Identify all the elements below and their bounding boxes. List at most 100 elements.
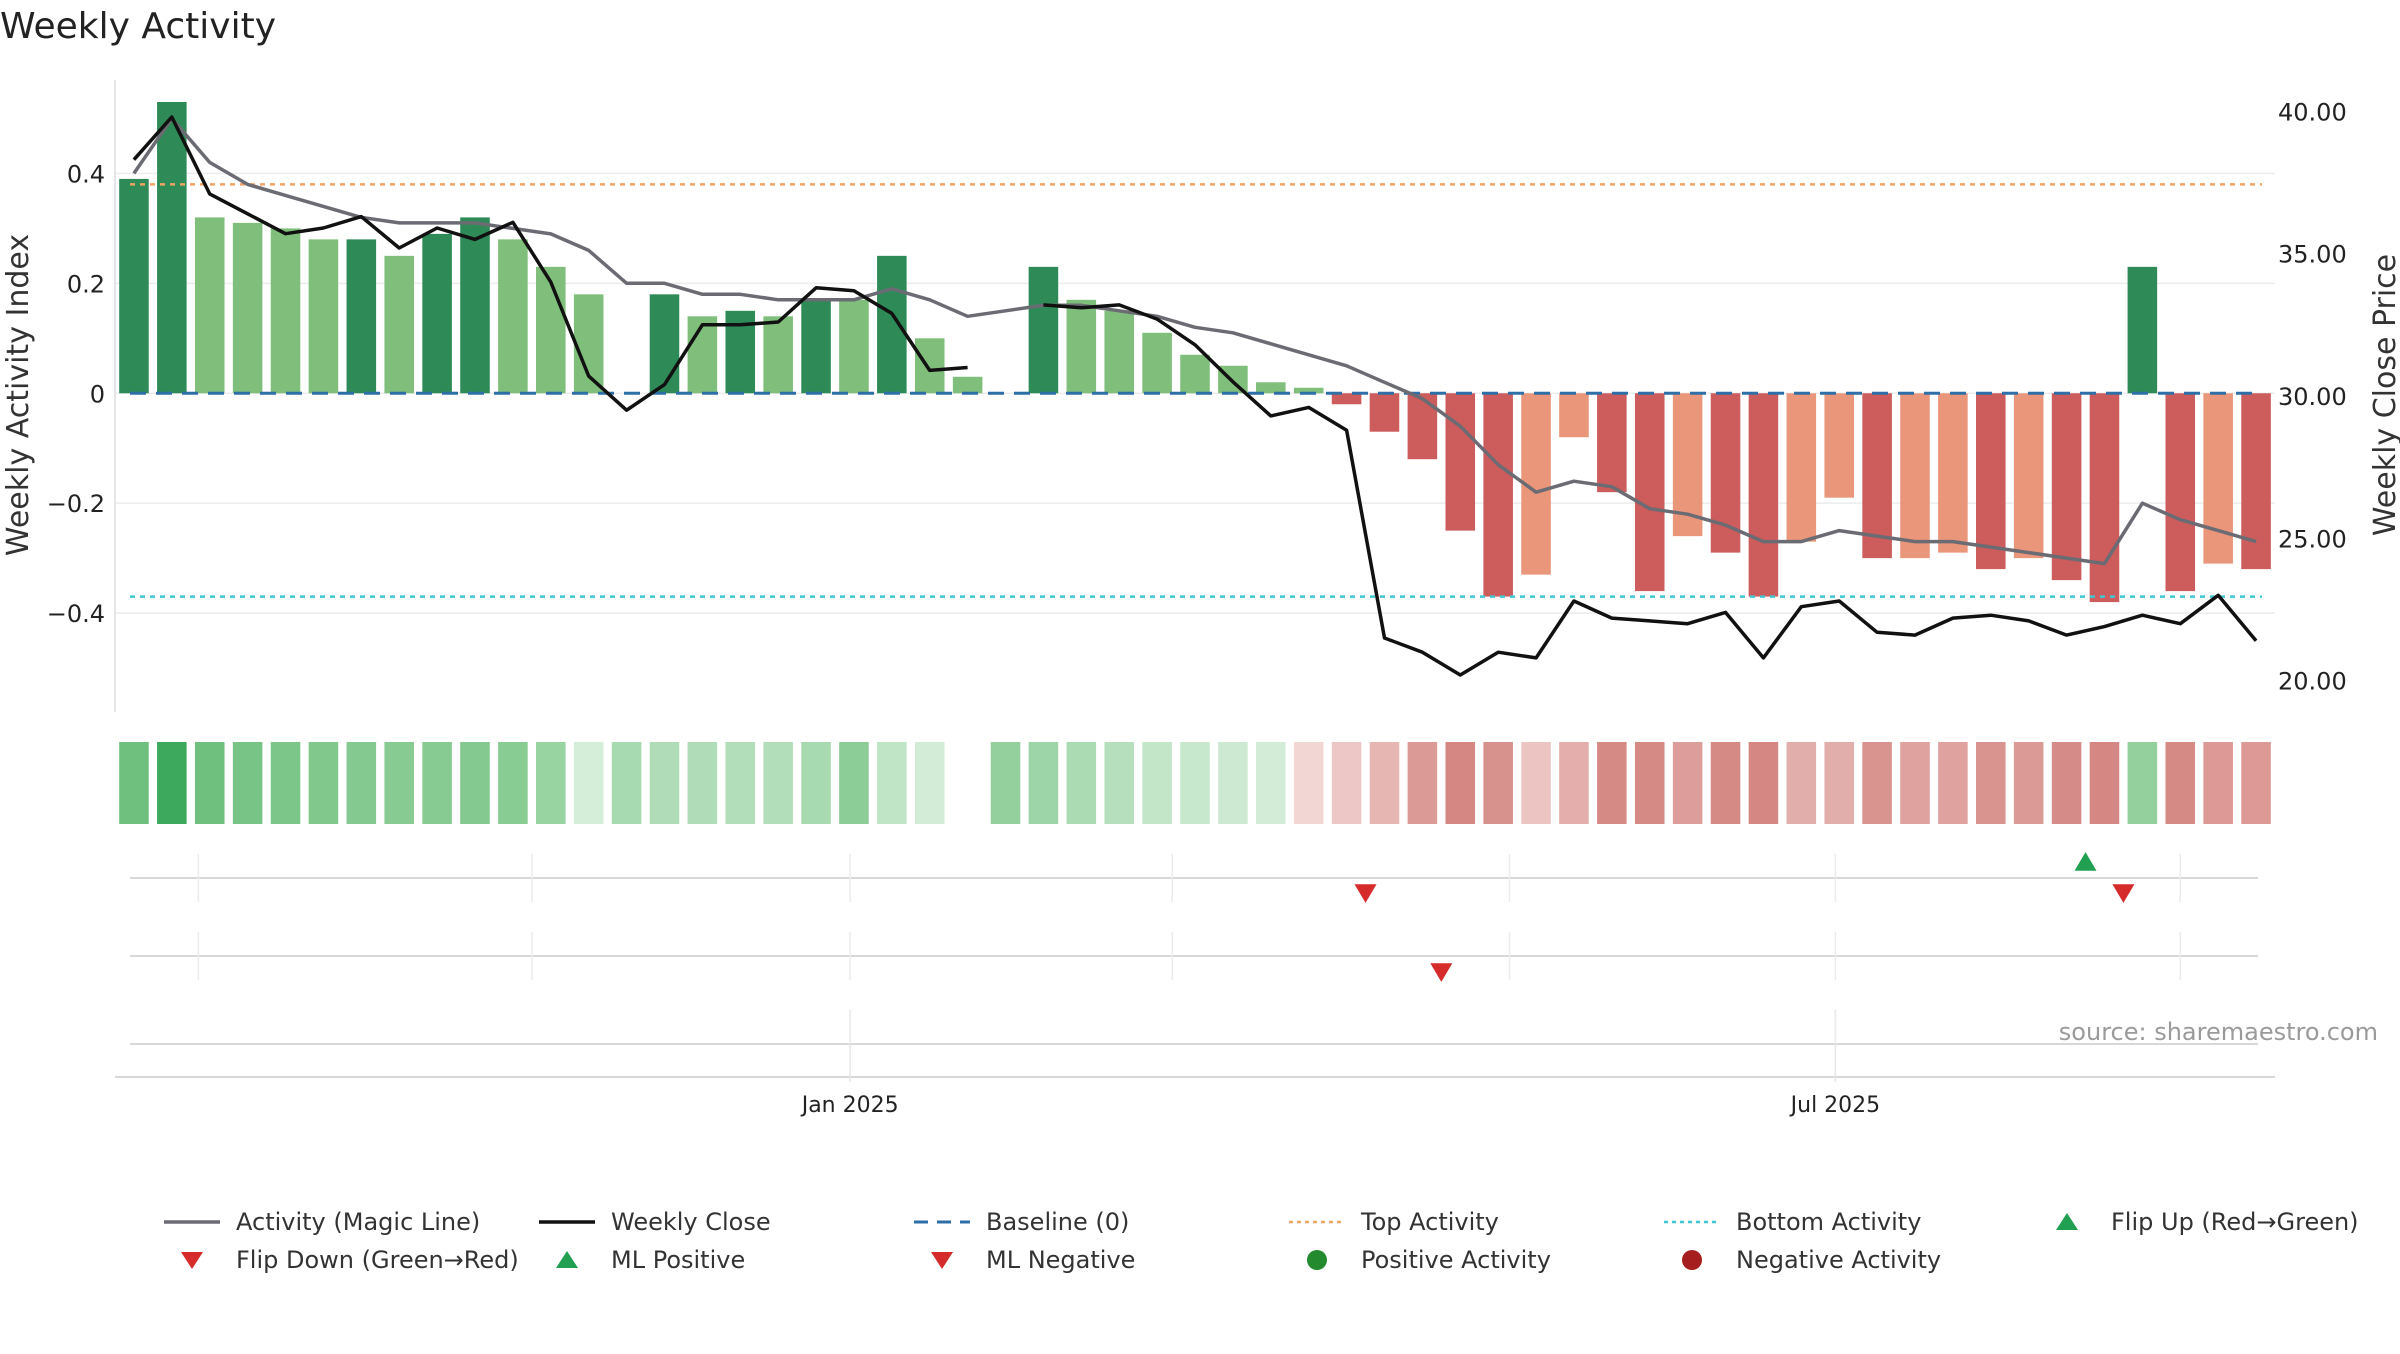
y2-tick-label: 40.00 xyxy=(2278,98,2347,126)
activity-bar-negative xyxy=(1483,393,1513,597)
activity-bar-negative xyxy=(1634,393,1665,592)
legend-label: Top Activity xyxy=(1361,1208,1499,1236)
legend-item: Flip Up (Red→Green) xyxy=(2035,1205,2359,1239)
legend-swatch xyxy=(914,1220,970,1224)
activity-bar-positive xyxy=(232,222,263,394)
chart-title: Weekly Activity xyxy=(0,6,276,47)
activity-bar-positive xyxy=(422,233,452,394)
legend-item: Bottom Activity xyxy=(1660,1205,1921,1239)
legend-label: Positive Activity xyxy=(1361,1246,1551,1274)
activity-bar-positive xyxy=(1142,332,1172,394)
activity-bar-negative xyxy=(2165,393,2196,592)
legend-swatch xyxy=(1307,1250,1327,1270)
heat-strip-cell xyxy=(1597,742,1627,824)
activity-bar-negative xyxy=(2203,393,2233,564)
legend-item: Positive Activity xyxy=(1285,1243,1551,1277)
ml-negative-marker xyxy=(1430,963,1453,982)
heat-strip-cell xyxy=(1445,742,1476,824)
heat-strip-cell xyxy=(839,742,869,824)
heat-strip-cell xyxy=(1066,742,1097,824)
heat-strip-cell xyxy=(2089,742,2120,824)
legend-item: ML Positive xyxy=(535,1243,745,1277)
legend-label: ML Positive xyxy=(611,1246,746,1274)
heat-strip-cell xyxy=(763,742,793,824)
heat-strip-cell xyxy=(2203,742,2233,824)
heat-strip-cell xyxy=(1672,742,1703,824)
legend-label: Weekly Close xyxy=(611,1208,771,1236)
activity-bar-negative xyxy=(1559,393,1589,438)
y2-tick-label: 30.00 xyxy=(2278,383,2347,411)
heat-strip-cell xyxy=(422,742,452,824)
heat-strip-cell xyxy=(1180,742,1210,824)
legend-swatch-triangle-up xyxy=(556,1251,578,1268)
legend-swatch-triangle-down xyxy=(181,1252,203,1269)
heat-strip-cell xyxy=(2013,742,2044,824)
activity-bar-positive xyxy=(763,316,793,394)
y-axis-label: Weekly Activity Index xyxy=(1,234,36,556)
heat-strip-cell xyxy=(1862,742,1892,824)
heat-strip-cell xyxy=(1900,742,1930,824)
activity-bar-positive xyxy=(536,266,566,394)
flip-up-marker xyxy=(2074,852,2097,871)
y-tick-label: 0.4 xyxy=(67,160,105,188)
activity-bar-positive xyxy=(1104,310,1134,394)
heat-strip-cell xyxy=(1104,742,1134,824)
magic-line xyxy=(132,116,2257,566)
legend-swatch xyxy=(2056,1213,2078,1230)
y-tick-label: −0.4 xyxy=(47,600,105,628)
legend-label: Flip Up (Red→Green) xyxy=(2111,1208,2359,1236)
legend-swatch-circle xyxy=(1682,1250,1702,1270)
legend-swatch xyxy=(1664,1220,1720,1224)
legend-item: Baseline (0) xyxy=(910,1205,1129,1239)
activity-bar-negative xyxy=(1407,393,1438,460)
source-note: source: sharemaestro.com xyxy=(2059,1018,2378,1046)
activity-bar-positive xyxy=(1028,266,1059,394)
legend-swatch xyxy=(931,1252,953,1269)
heat-strip-cell xyxy=(1369,742,1400,824)
activity-bar-negative xyxy=(1748,393,1779,597)
legend-item: Top Activity xyxy=(1285,1205,1499,1239)
heat-strip-cell xyxy=(1521,742,1551,824)
legend-swatch-triangle-down xyxy=(931,1252,953,1269)
legend-swatch-circle xyxy=(1307,1250,1327,1270)
activity-bar-positive xyxy=(384,255,414,394)
legend-label: Bottom Activity xyxy=(1736,1208,1922,1236)
activity-bar-negative xyxy=(1900,393,1930,559)
heat-strip-cell xyxy=(1256,742,1286,824)
legend-label: Baseline (0) xyxy=(986,1208,1130,1236)
heat-strip-cell xyxy=(1786,742,1817,824)
legend-swatch xyxy=(1682,1250,1702,1270)
legend-item: Weekly Close xyxy=(535,1205,771,1239)
activity-bar-negative xyxy=(2051,393,2082,581)
legend-swatch xyxy=(1289,1220,1345,1224)
activity-bar-positive xyxy=(952,376,983,394)
heat-strip-cell xyxy=(119,742,149,824)
heat-strip-cell xyxy=(1976,742,2006,824)
heat-strip-cell xyxy=(2051,742,2082,824)
activity-bar-positive xyxy=(460,217,490,394)
heat-strip-cell xyxy=(2241,742,2271,824)
legend-swatch xyxy=(539,1220,595,1224)
activity-bar-positive xyxy=(914,338,945,394)
activity-bar-positive xyxy=(308,239,339,394)
activity-bar-negative xyxy=(2013,393,2044,559)
activity-bar-positive xyxy=(194,217,225,394)
activity-bar-negative xyxy=(1938,393,1968,553)
heat-strip-cell xyxy=(384,742,414,824)
legend-item: Flip Down (Green→Red) xyxy=(160,1243,519,1277)
activity-bar-negative xyxy=(1862,393,1892,559)
heat-strip-cell xyxy=(1824,742,1854,824)
heat-strip-cell xyxy=(649,742,680,824)
heat-strip-cell xyxy=(1142,742,1172,824)
x-tick-label: Jan 2025 xyxy=(800,1093,899,1118)
heat-strip-cell xyxy=(194,742,225,824)
heat-strip-cell xyxy=(498,742,528,824)
activity-bar-positive xyxy=(877,255,907,394)
y-tick-label: 0.2 xyxy=(67,270,105,298)
heat-strip-cell xyxy=(2127,742,2158,824)
heat-strip-cell xyxy=(1293,742,1324,824)
activity-bar-positive xyxy=(1293,387,1324,394)
legend-label: Activity (Magic Line) xyxy=(236,1208,481,1236)
